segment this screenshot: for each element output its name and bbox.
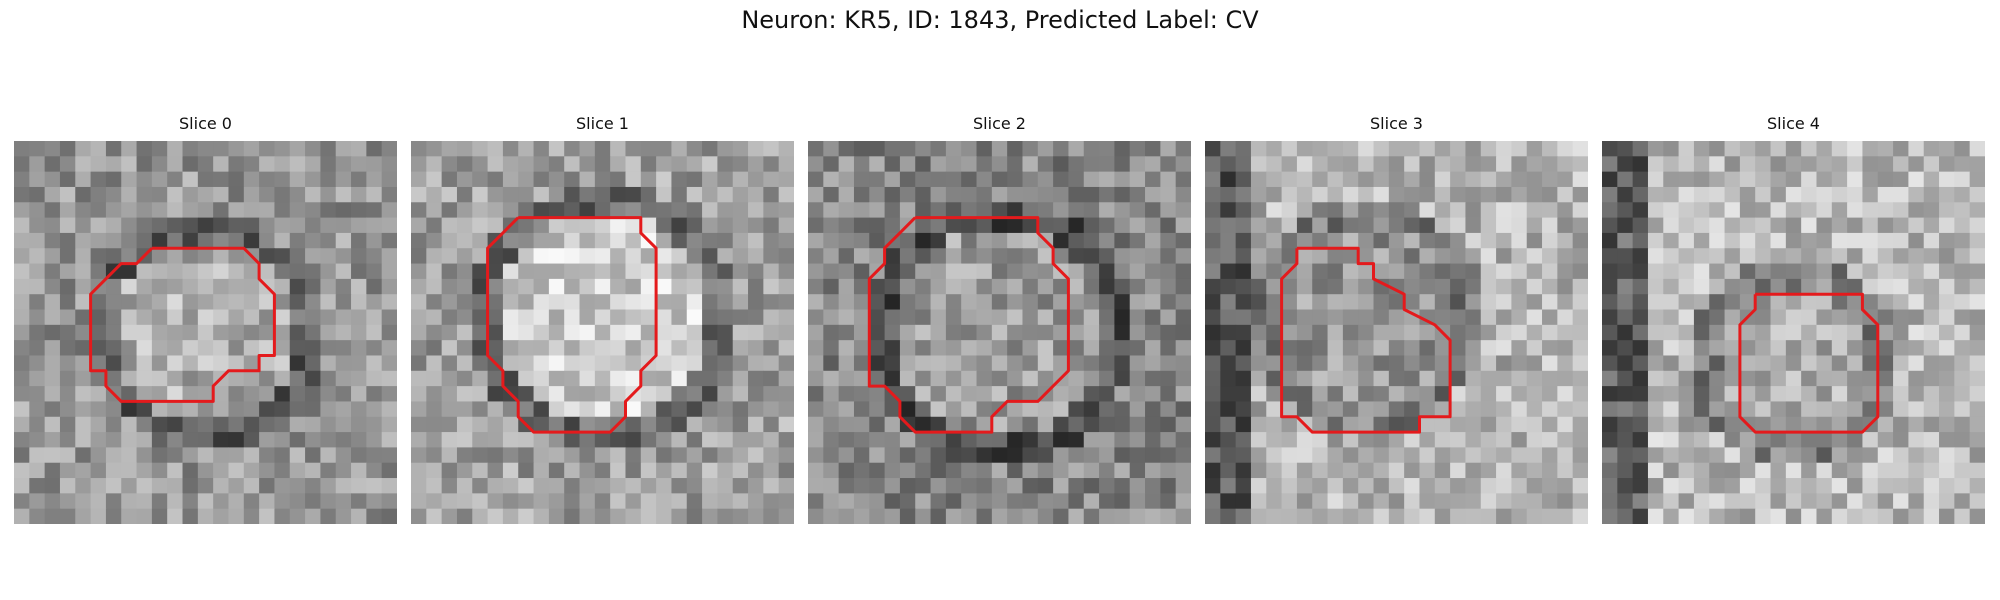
slice-image xyxy=(14,141,397,524)
slice-image xyxy=(1205,141,1588,524)
slice-image xyxy=(1602,141,1985,524)
pixel-grid xyxy=(14,141,397,524)
figure-title: Neuron: KR5, ID: 1843, Predicted Label: … xyxy=(741,6,1259,34)
slice-title: Slice 1 xyxy=(576,114,629,133)
slice-image xyxy=(808,141,1191,524)
slice-title: Slice 2 xyxy=(973,114,1026,133)
pixel-grid xyxy=(808,141,1191,524)
roi-contour xyxy=(1738,292,1880,434)
slice-title: Slice 0 xyxy=(179,114,232,133)
pixel-grid xyxy=(1205,141,1588,524)
slice-title: Slice 3 xyxy=(1370,114,1423,133)
slice-image xyxy=(411,141,794,524)
slice-panel-3: Slice 3 xyxy=(1205,114,1588,524)
slice-panel-4: Slice 4 xyxy=(1602,114,1985,524)
pixel-grid xyxy=(411,141,794,524)
slice-panel-1: Slice 1 xyxy=(411,114,794,524)
roi-contour xyxy=(89,246,276,403)
slice-panel-0: Slice 0 xyxy=(14,114,397,524)
slice-title: Slice 4 xyxy=(1767,114,1820,133)
roi-contour xyxy=(867,216,1070,434)
slice-panel-2: Slice 2 xyxy=(808,114,1191,524)
pixel-grid xyxy=(1602,141,1985,524)
roi-contour xyxy=(486,216,658,434)
roi-contour xyxy=(1280,246,1452,434)
